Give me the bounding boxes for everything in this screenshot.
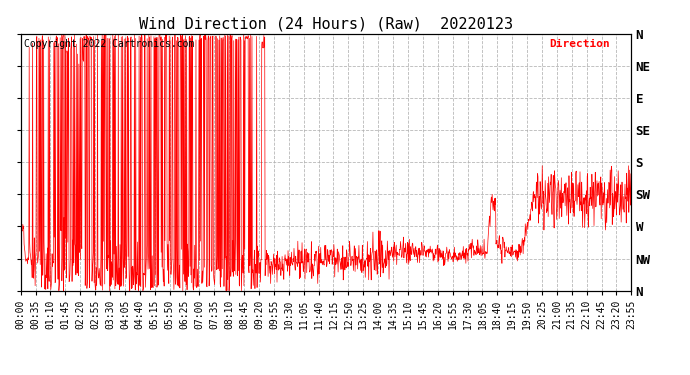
Text: Direction: Direction [549,39,610,49]
Title: Wind Direction (24 Hours) (Raw)  20220123: Wind Direction (24 Hours) (Raw) 20220123 [139,16,513,31]
Text: Copyright 2022 Cartronics.com: Copyright 2022 Cartronics.com [23,39,194,49]
